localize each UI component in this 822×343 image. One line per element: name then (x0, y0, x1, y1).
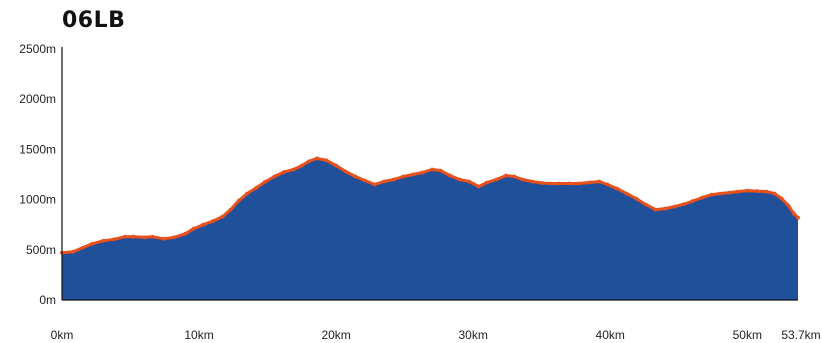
y-tick-label: 1500m (19, 142, 56, 156)
x-tick-label: 40km (596, 328, 625, 342)
x-tick-label: 30km (459, 328, 488, 342)
elevation-point (324, 158, 329, 163)
elevation-point (262, 180, 267, 184)
elevation-point (727, 190, 732, 195)
elevation-point (282, 170, 286, 174)
elevation-point (476, 184, 481, 189)
elevation-point (411, 172, 415, 177)
elevation-point (71, 249, 75, 254)
elevation-point (779, 196, 784, 201)
elevation-point (220, 214, 225, 219)
elevation-point (142, 235, 147, 240)
elevation-point (90, 241, 95, 246)
y-tick-label: 2500m (19, 42, 56, 56)
elevation-point (567, 181, 571, 186)
x-tick-label: 10km (184, 328, 213, 342)
elevation-point (191, 226, 196, 231)
elevation-point (597, 179, 602, 184)
elevation-point (430, 167, 434, 172)
elevation-point (682, 202, 687, 207)
elevation-point (363, 178, 367, 183)
elevation-point (172, 235, 177, 240)
elevation-point (382, 179, 386, 184)
elevation-point (372, 182, 377, 187)
elevation-area (62, 158, 798, 300)
elevation-point (764, 189, 769, 194)
elevation-point (272, 174, 277, 179)
elevation-point (663, 206, 667, 211)
elevation-point (131, 234, 136, 239)
elevation-point (245, 191, 249, 196)
elevation-point (624, 191, 629, 196)
elevation-point (112, 237, 116, 242)
elevation-point (306, 159, 311, 164)
elevation-point (123, 234, 127, 239)
elevation-point (504, 173, 508, 178)
elevation-point (735, 189, 740, 194)
elevation-point (587, 180, 592, 185)
elevation-point (183, 231, 188, 236)
elevation-point (401, 174, 406, 179)
elevation-point (236, 198, 241, 203)
elevation-point (718, 191, 722, 196)
elevation-point (557, 181, 562, 186)
elevation-point (467, 179, 471, 184)
elevation-point (772, 191, 777, 196)
elevation-point (634, 196, 639, 201)
elevation-point (530, 179, 534, 184)
elevation-point (80, 245, 85, 250)
elevation-point (745, 188, 750, 193)
elevation-point (494, 177, 499, 182)
x-tick-label: 50km (733, 328, 762, 342)
elevation-point (150, 234, 155, 239)
elevation-point (709, 192, 714, 197)
elevation-point (101, 238, 105, 243)
elevation-point (786, 203, 791, 208)
y-tick-label: 0m (39, 293, 56, 307)
elevation-point (520, 177, 525, 182)
y-tick-label: 500m (26, 243, 56, 257)
x-tick-label: 0km (51, 328, 74, 342)
elevation-point (210, 219, 215, 224)
elevation-point (615, 186, 619, 191)
x-tick-label: 53.7km (781, 328, 820, 342)
elevation-point (653, 207, 658, 212)
elevation-point (796, 215, 800, 220)
elevation-point (755, 189, 759, 194)
elevation-point (201, 222, 206, 227)
elevation-point (448, 173, 452, 178)
elevation-point (343, 169, 348, 174)
elevation-point (161, 236, 166, 241)
elevation-point (672, 204, 677, 209)
chart-title: 06LB (62, 8, 126, 33)
y-tick-label: 2000m (19, 92, 56, 106)
elevation-point (512, 174, 517, 179)
elevation-point (539, 181, 544, 185)
elevation-point (254, 185, 259, 190)
x-tick-label: 20km (321, 328, 350, 342)
elevation-point (690, 199, 695, 204)
y-tick-label: 1000m (19, 193, 56, 207)
elevation-point (457, 177, 462, 182)
elevation-point (420, 170, 425, 175)
elevation-point (644, 202, 648, 207)
elevation-point (548, 181, 552, 186)
elevation-point (438, 168, 443, 173)
elevation-point (792, 211, 796, 216)
elevation-point (700, 195, 704, 200)
elevation-point (605, 182, 610, 187)
elevation-point (391, 177, 396, 182)
elevation-point (485, 180, 489, 185)
elevation-point (353, 174, 358, 179)
elevation-point (300, 163, 304, 168)
elevation-point (228, 207, 233, 212)
elevation-point (291, 167, 296, 172)
elevation-point (334, 163, 338, 168)
elevation-point (576, 181, 581, 186)
elevation-point (315, 156, 319, 161)
